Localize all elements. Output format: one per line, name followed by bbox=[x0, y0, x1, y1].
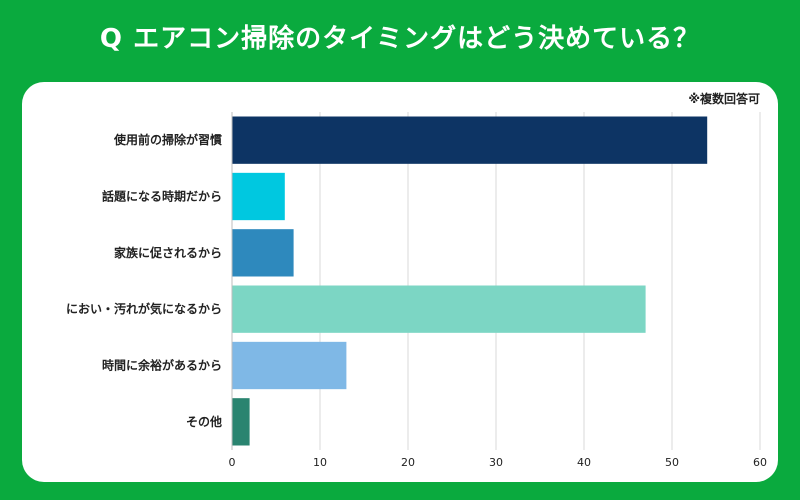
bar-chart: 0 10 20 30 40 50 60 使用前の掃除が習慣話題になる時期だから家族に促されるか… bbox=[66, 112, 767, 469]
x-tick-label: 50 bbox=[665, 456, 679, 469]
bar bbox=[232, 172, 285, 221]
x-tick-label: 40 bbox=[577, 456, 591, 469]
x-tick-label: 20 bbox=[401, 456, 415, 469]
bar bbox=[232, 229, 294, 277]
category-label: 家族に促されるから bbox=[114, 245, 222, 260]
category-label: 話題になる時期だから bbox=[102, 189, 222, 204]
bar bbox=[232, 116, 708, 164]
bar bbox=[232, 341, 347, 390]
x-tick-label: 0 bbox=[229, 456, 236, 469]
category-label: 時間に余裕があるから bbox=[102, 358, 222, 373]
x-tick-label: 60 bbox=[753, 456, 767, 469]
chart-title: Q エアコン掃除のタイミングはどう決めている？ bbox=[99, 24, 701, 54]
multiple-answer-note: ※複数回答可 bbox=[688, 92, 760, 106]
bar bbox=[232, 398, 250, 446]
category-label: その他 bbox=[186, 414, 222, 429]
bar bbox=[232, 285, 646, 333]
x-tick-label: 30 bbox=[489, 456, 503, 469]
category-label: におい・汚れが気になるから bbox=[66, 301, 222, 316]
chart-card: ※複数回答可 0 10 20 30 40 50 60 使用前の掃除が習慣話題になる時期だから家… bbox=[22, 82, 778, 482]
x-tick-label: 10 bbox=[313, 456, 327, 469]
category-label: 使用前の掃除が習慣 bbox=[113, 132, 222, 147]
